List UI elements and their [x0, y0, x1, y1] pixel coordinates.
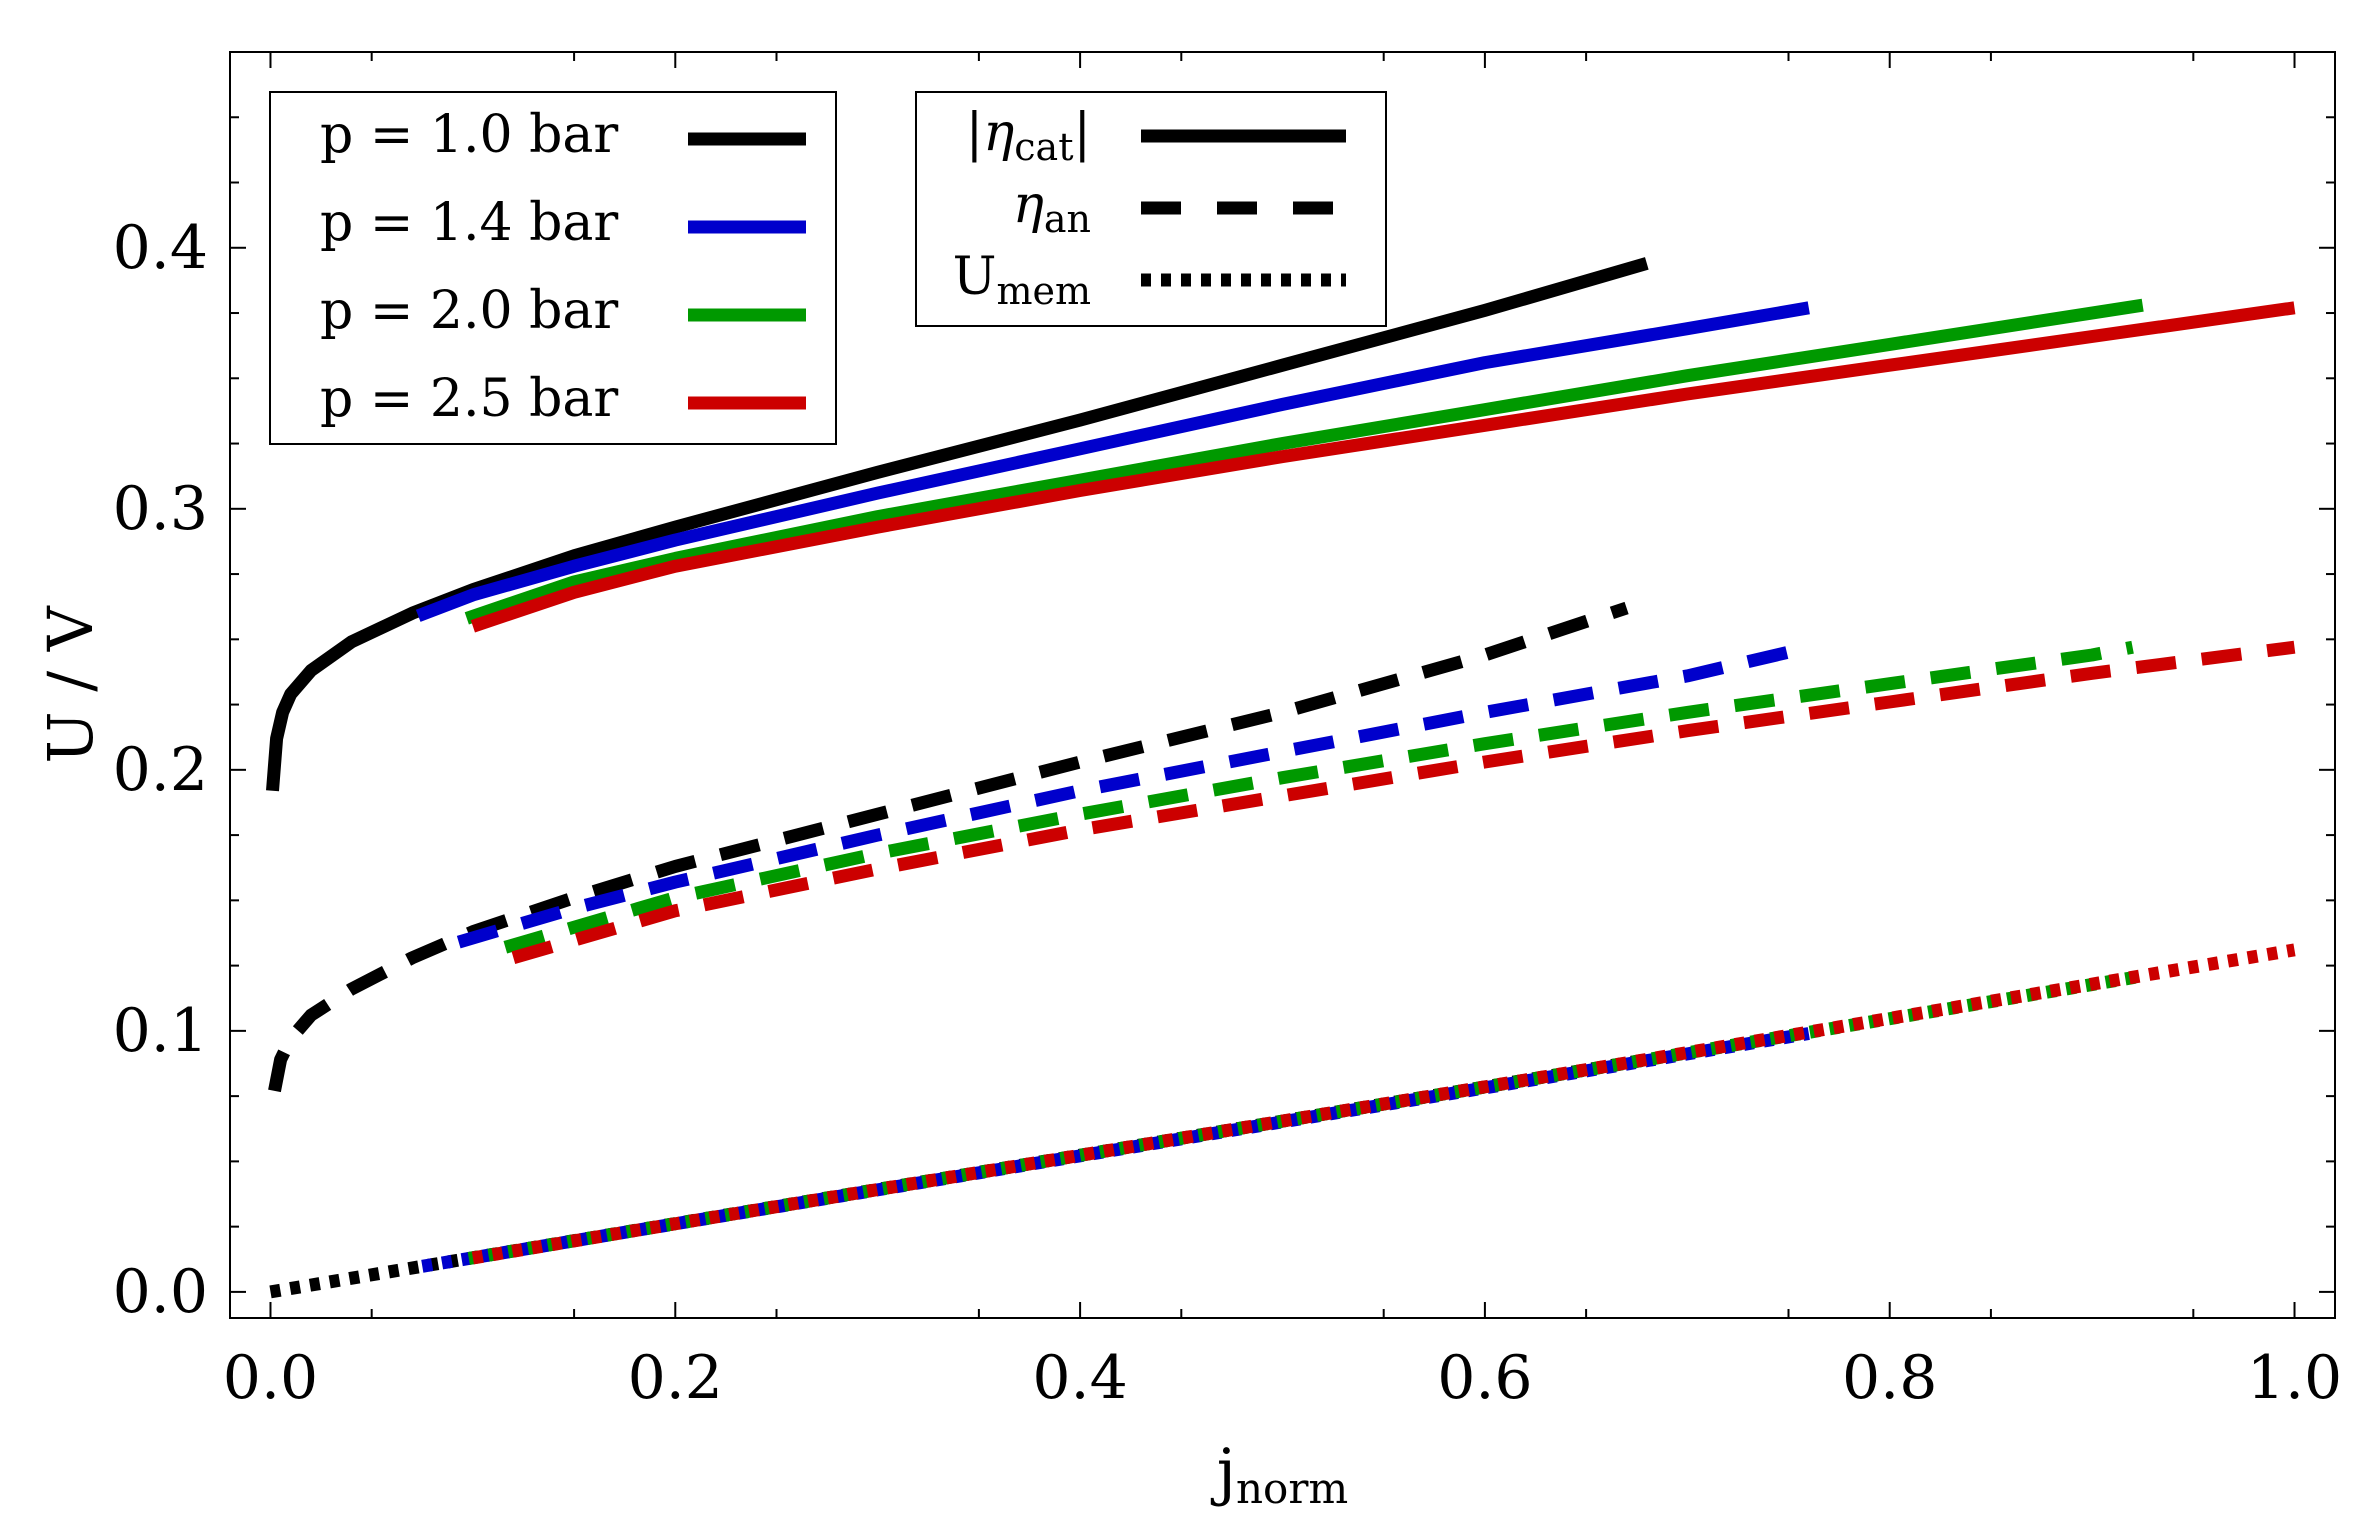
series-dotted-1_4-line — [421, 1027, 1810, 1273]
labels-layer: 0.0 0.2 0.4 0.6 0.8 1.0 0.0 0.1 0.2 0.3 0.4 jnorm U … — [34, 213, 2342, 1513]
series-dashed-1_0-line — [268, 601, 1629, 1093]
series-solid-2_0-line — [464, 298, 2144, 625]
y-tick-label: 0.2 — [113, 735, 208, 805]
y-axis-label: U / V — [34, 605, 107, 764]
pressure-legend-label: p = 1.0 bar — [320, 105, 618, 165]
x-tick-label: 0.8 — [1842, 1343, 1937, 1413]
style-legend-label: ηan — [1013, 175, 1091, 241]
pressure-legend-label: p = 2.0 bar — [320, 281, 618, 341]
series-solid-2_5-line — [470, 301, 2296, 633]
x-axis-label: jnorm — [1211, 1435, 1348, 1513]
x-tick-label: 0.0 — [223, 1343, 318, 1413]
legend-layer: p = 1.0 bar p = 1.4 bar p = 2.0 bar p = 2.5… — [269, 91, 1387, 445]
ticks-layer — [230, 52, 2335, 1318]
series-solid-1_4-line — [415, 301, 1810, 622]
y-tick-label: 0.0 — [113, 1257, 208, 1327]
y-tick-label: 0.3 — [113, 474, 208, 544]
series-dashed-2_0-line — [503, 640, 2134, 954]
style-legend-label: |ηcat| — [966, 103, 1091, 169]
style-legend-label: Umem — [953, 247, 1091, 313]
series-dotted-2_5-line — [471, 943, 2296, 1265]
y-tick-label: 0.1 — [113, 996, 208, 1066]
series-layer — [266, 257, 2296, 1299]
series-dashed-2_5-line — [511, 640, 2296, 965]
x-tick-label: 0.6 — [1437, 1343, 1532, 1413]
x-tick-label: 0.2 — [628, 1343, 723, 1413]
x-tick-label: 1.0 — [2247, 1343, 2342, 1413]
pressure-legend-box — [269, 91, 837, 445]
y-tick-label: 0.4 — [113, 213, 208, 283]
pressure-legend-label: p = 1.4 bar — [320, 193, 618, 253]
x-tick-label: 0.4 — [1032, 1343, 1127, 1413]
series-dashed-1_4-line — [456, 643, 1801, 949]
plot-frame — [229, 51, 2336, 1319]
pressure-legend-label: p = 2.5 bar — [320, 369, 618, 429]
